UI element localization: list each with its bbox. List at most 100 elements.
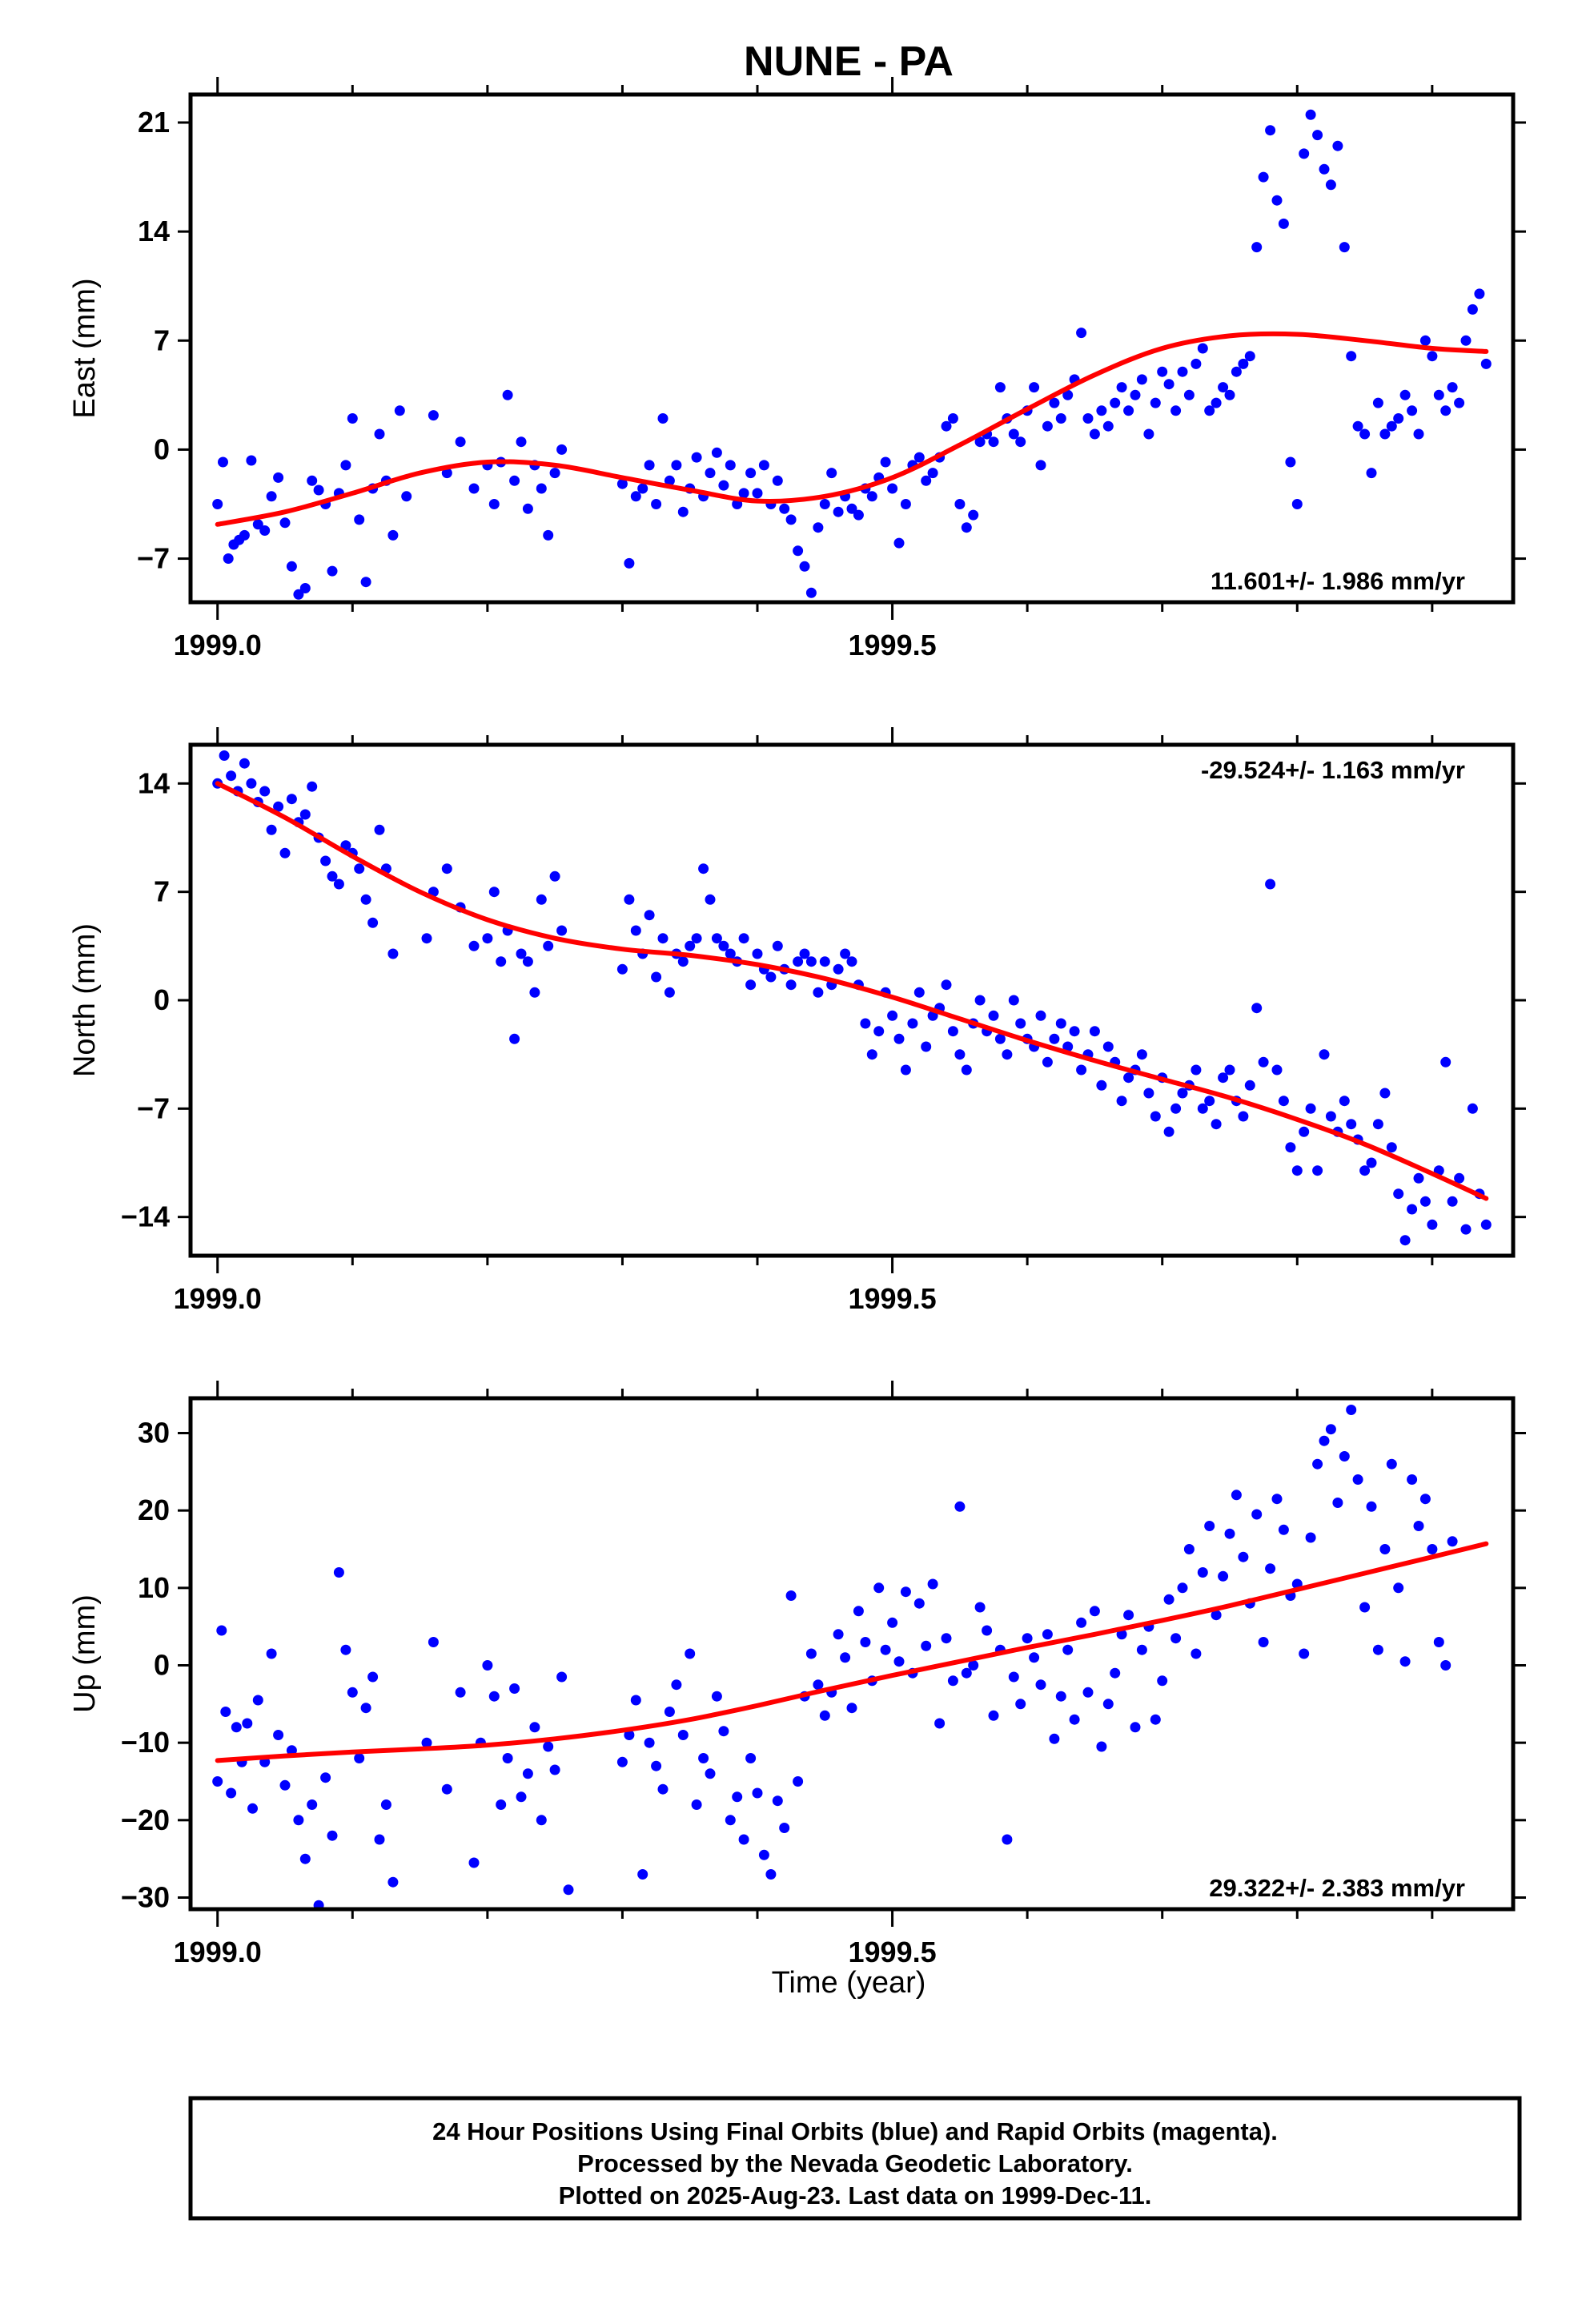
east-data-point <box>785 514 797 525</box>
east-data-point <box>752 488 763 499</box>
x-axis-title: Time (year) <box>772 1966 926 2000</box>
up-data-point <box>1299 1648 1310 1659</box>
up-data-point <box>1015 1699 1026 1710</box>
up-data-point <box>1231 1490 1242 1501</box>
up-data-point <box>216 1625 227 1636</box>
north-data-point <box>805 956 817 967</box>
east-data-point <box>468 483 480 494</box>
east-data-point <box>299 583 311 593</box>
north-data-point <box>556 925 568 936</box>
up-fit-line <box>215 1541 1489 1763</box>
east-data-point <box>1312 130 1323 141</box>
up-data-point <box>1427 1544 1438 1554</box>
north-data-point <box>1177 1088 1188 1099</box>
east-data-point <box>624 557 635 569</box>
north-data-point <box>1393 1188 1404 1200</box>
east-data-point <box>354 514 365 525</box>
north-data-point <box>1440 1056 1452 1068</box>
up-data-point <box>307 1799 318 1810</box>
up-data-point <box>320 1772 331 1783</box>
north-data-point <box>1271 1064 1283 1076</box>
up-data-point <box>1325 1424 1336 1435</box>
up-data-point <box>1271 1494 1283 1505</box>
east-data-point <box>455 436 466 448</box>
up-data-point <box>705 1768 716 1779</box>
east-data-point <box>1123 405 1134 416</box>
up-data-point <box>887 1617 898 1628</box>
north-data-point <box>1386 1142 1397 1153</box>
up-data-point <box>685 1648 696 1659</box>
north-data-point <box>1197 1103 1208 1114</box>
up-data-point <box>1339 1451 1350 1462</box>
east-data-point <box>327 565 338 577</box>
north-data-point <box>1116 1096 1127 1107</box>
up-data-point <box>231 1722 242 1733</box>
up-data-point <box>677 1730 689 1740</box>
north-data-point <box>1096 1080 1107 1091</box>
east-data-point <box>1427 351 1438 362</box>
up-data-point <box>651 1760 662 1771</box>
up-data-layer <box>212 1405 1489 1909</box>
up-data-point <box>982 1625 993 1636</box>
east-data-point <box>1042 420 1053 432</box>
north-data-point <box>1170 1103 1182 1114</box>
north-data-point <box>793 956 804 967</box>
east-data-point <box>1285 456 1296 468</box>
up-data-point <box>913 1598 925 1609</box>
east-data-point <box>441 468 452 479</box>
up-data-point <box>1177 1582 1188 1594</box>
north-data-point <box>651 971 662 983</box>
up-data-point <box>1076 1617 1087 1628</box>
up-data-point <box>853 1606 864 1617</box>
up-data-point <box>1218 1570 1229 1582</box>
up-data-point <box>252 1695 263 1706</box>
north-data-point <box>711 933 722 944</box>
east-data-point <box>1015 436 1026 448</box>
north-data-point <box>1062 1041 1074 1052</box>
up-data-point <box>921 1640 932 1651</box>
east-data-point <box>671 460 682 471</box>
up-data-point <box>1096 1741 1107 1752</box>
east-data-point <box>1224 389 1235 400</box>
up-data-point <box>496 1799 507 1810</box>
up-data-point <box>711 1691 722 1702</box>
east-data-point <box>522 503 533 514</box>
east-data-point <box>968 509 979 521</box>
east-data-point <box>927 468 938 479</box>
north-data-point <box>1143 1088 1154 1099</box>
east-data-point <box>1339 242 1350 253</box>
up-data-point <box>333 1567 344 1578</box>
north-y-tick-label: 14 <box>138 766 170 799</box>
north-data-point <box>549 870 560 882</box>
north-data-point <box>893 1033 905 1044</box>
up-data-point <box>522 1768 533 1779</box>
north-y-axis-title: North (mm) <box>68 923 102 1077</box>
up-x-tick-label: 1999.5 <box>849 1936 937 1968</box>
up-data-point <box>1211 1610 1222 1621</box>
east-data-point <box>1102 420 1114 432</box>
up-data-point <box>1008 1671 1019 1683</box>
east-data-point <box>1265 125 1276 136</box>
north-data-point <box>1265 879 1276 890</box>
east-data-point <box>651 499 662 509</box>
north-panel: −14 −7 0 7 14 1999.0 1999.5 North (mm) -29.524+/… <box>68 727 1526 1315</box>
east-data-point <box>347 413 358 424</box>
north-data-point <box>745 979 757 991</box>
east-x-tick-label: 1999.0 <box>174 629 262 661</box>
east-data-point <box>893 537 905 549</box>
up-data-point <box>279 1779 291 1791</box>
east-data-point <box>921 475 932 486</box>
east-data-point <box>212 499 223 509</box>
up-data-point <box>367 1671 379 1683</box>
north-data-point <box>846 956 857 967</box>
up-data-point <box>1413 1521 1424 1531</box>
north-data-point <box>1291 1165 1303 1176</box>
up-data-point <box>529 1722 540 1733</box>
north-data-point <box>259 786 271 797</box>
up-data-point <box>840 1652 851 1663</box>
up-data-point <box>1055 1691 1066 1702</box>
up-data-point <box>691 1799 702 1810</box>
up-x-tick-label: 1999.0 <box>174 1936 262 1968</box>
east-data-point <box>616 478 628 489</box>
